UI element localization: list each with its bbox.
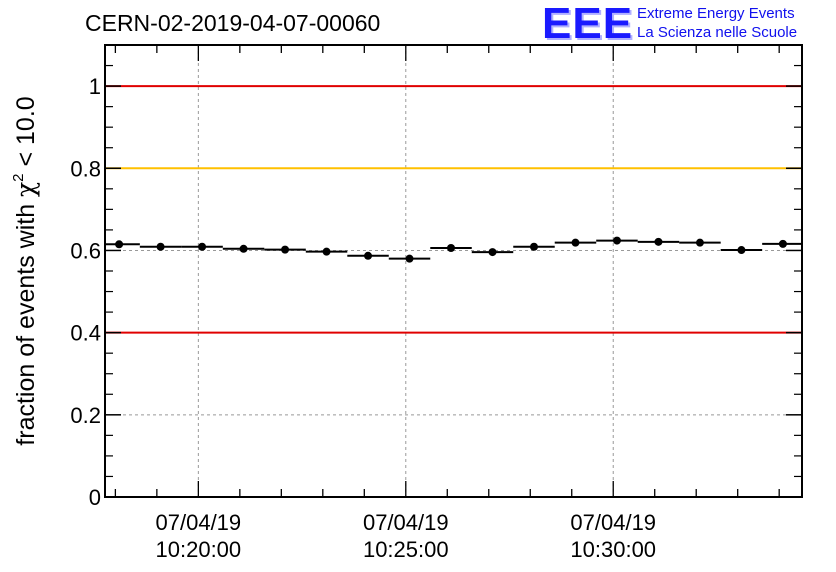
y-tick-label: 0.4 [70,321,101,346]
data-point [529,242,538,251]
y-tick-labels: 0 0.2 0.4 0.6 0.8 1 [70,74,101,510]
x-tick-label-date: 07/04/19 [156,510,242,535]
data-point [198,242,207,251]
x-tick-label-time: 10:25:00 [363,537,449,562]
data-point [405,254,414,263]
data-point [115,240,124,249]
data-point [778,239,787,248]
data-point [737,246,746,255]
run-title: CERN-02-2019-04-07-00060 [85,10,381,36]
y-tick-label: 1 [89,74,101,99]
data-point [364,251,373,260]
grid-lines [105,45,802,497]
axis-ticks [105,45,802,498]
data-point [447,243,456,252]
data-point [612,236,621,245]
data-point [654,237,663,246]
logo-line-1: Extreme Energy Events [637,5,795,22]
data-point [322,247,331,256]
data-series [105,236,802,263]
x-tick-label-date: 07/04/19 [570,510,656,535]
eee-logo: EEE [542,0,634,48]
reference-lines [105,85,802,334]
y-axis-label: fraction of events with χ2 < 10.0 [10,96,40,445]
x-tick-label-time: 10:30:00 [570,537,656,562]
logo-line-2: La Scienza nelle Scuole [637,24,798,41]
plot-frame [104,44,803,498]
data-point [695,238,704,247]
y-tick-label: 0 [89,485,101,510]
y-tick-label: 0.2 [70,403,101,428]
data-point [239,244,248,253]
y-tick-label: 0.6 [70,238,101,263]
data-point [488,248,497,257]
data-point [281,245,290,254]
data-point [571,238,580,247]
x-tick-labels: 07/04/1910:20:0007/04/1910:25:0007/04/19… [156,510,657,562]
logo-caption: Extreme Energy Events La Scienza nelle S… [637,4,797,42]
data-point [156,242,165,251]
x-tick-label-date: 07/04/19 [363,510,449,535]
y-tick-label: 0.8 [70,156,101,181]
x-tick-label-time: 10:20:00 [156,537,242,562]
